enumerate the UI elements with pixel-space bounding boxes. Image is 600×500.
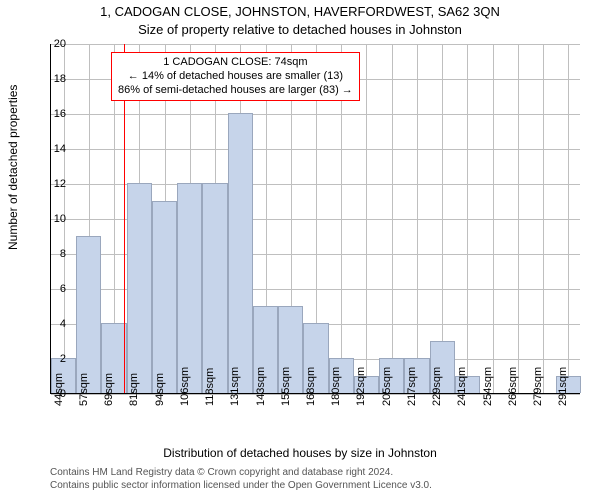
annotation-line: ← 14% of detached houses are smaller (13… (118, 70, 353, 84)
histogram-bar (152, 201, 177, 394)
y-tick-label: 20 (36, 38, 66, 50)
gridline-vertical (543, 44, 544, 393)
copyright-notice: Contains HM Land Registry data © Crown c… (50, 466, 432, 492)
y-tick-label: 16 (36, 108, 66, 120)
histogram-bar (76, 236, 101, 394)
annotation-line: 1 CADOGAN CLOSE: 74sqm (118, 56, 353, 70)
copyright-line-1: Contains HM Land Registry data © Crown c… (50, 466, 432, 479)
chart-title: 1, CADOGAN CLOSE, JOHNSTON, HAVERFORDWES… (0, 4, 600, 19)
gridline-vertical (518, 44, 519, 393)
gridline-vertical (392, 44, 393, 393)
y-axis-label: Number of detached properties (6, 85, 20, 250)
y-tick-label: 8 (36, 248, 66, 260)
y-tick-label: 2 (36, 353, 66, 365)
x-axis-label: Distribution of detached houses by size … (0, 446, 600, 460)
y-tick-label: 12 (36, 178, 66, 190)
histogram-bar (228, 113, 253, 393)
gridline-vertical (493, 44, 494, 393)
copyright-line-2: Contains public sector information licen… (50, 479, 432, 492)
chart-subtitle: Size of property relative to detached ho… (0, 22, 600, 37)
histogram-bar (177, 183, 202, 393)
annotation-box: 1 CADOGAN CLOSE: 74sqm← 14% of detached … (111, 52, 360, 101)
gridline-vertical (568, 44, 569, 393)
y-tick-label: 6 (36, 283, 66, 295)
gridline-vertical (467, 44, 468, 393)
y-tick-label: 10 (36, 213, 66, 225)
gridline-vertical (417, 44, 418, 393)
annotation-line: 86% of semi-detached houses are larger (… (118, 84, 353, 98)
histogram-bar (127, 183, 152, 393)
plot-area: 1 CADOGAN CLOSE: 74sqm← 14% of detached … (50, 44, 580, 394)
y-tick-label: 18 (36, 73, 66, 85)
y-tick-label: 14 (36, 143, 66, 155)
gridline-vertical (366, 44, 367, 393)
y-tick-label: 4 (36, 318, 66, 330)
histogram-bar (202, 183, 227, 393)
